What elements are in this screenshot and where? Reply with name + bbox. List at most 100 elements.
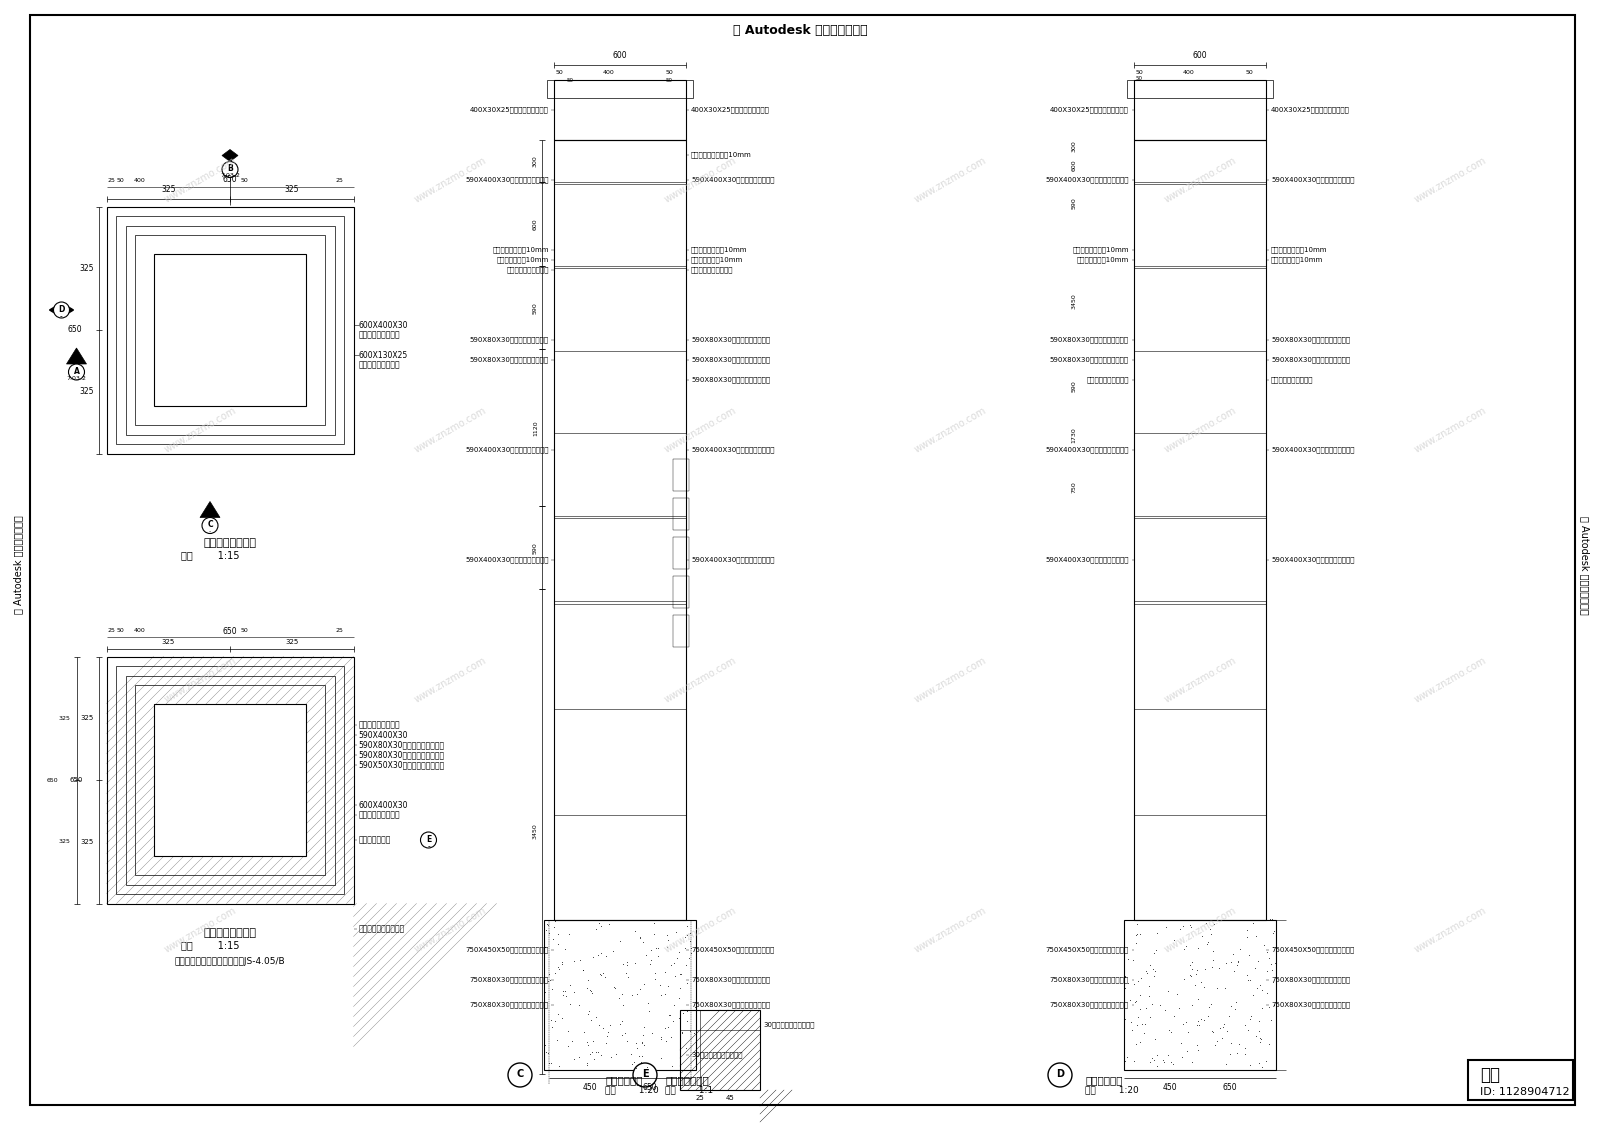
Text: www.znzmo.com: www.znzmo.com [1162, 655, 1238, 705]
Polygon shape [200, 502, 221, 518]
Polygon shape [67, 348, 86, 364]
Polygon shape [64, 304, 74, 316]
Text: 590X400X30锈石黄花岗石荔枝面: 590X400X30锈石黄花岗石荔枝面 [691, 557, 774, 563]
Text: www.znzmo.com: www.znzmo.com [162, 655, 238, 705]
Text: E: E [426, 834, 430, 843]
Circle shape [1048, 1063, 1072, 1087]
Text: 深灰色勾缝剂勾缝10mm: 深灰色勾缝剂勾缝10mm [1072, 246, 1130, 253]
Text: 25: 25 [107, 627, 115, 633]
Text: 400: 400 [603, 70, 614, 75]
Text: 由 Autodesk 教育版产品制作: 由 Autodesk 教育版产品制作 [1581, 515, 1590, 615]
Text: 50: 50 [117, 177, 125, 183]
Text: 590X80X30锈石黄花岗石荔枝面: 590X80X30锈石黄花岗石荔枝面 [358, 740, 445, 749]
Text: 650: 650 [222, 627, 237, 636]
Polygon shape [222, 149, 238, 162]
Text: 325: 325 [59, 840, 70, 844]
Text: www.znzmo.com: www.znzmo.com [162, 905, 238, 955]
Text: 缝宽深度不小于10mm: 缝宽深度不小于10mm [691, 257, 744, 263]
Text: www.znzmo.com: www.znzmo.com [413, 905, 488, 955]
Text: 590X80X30锈石黄花岗石荔枝面: 590X80X30锈石黄花岗石荔枝面 [691, 337, 770, 344]
Text: 由 Autodesk 教育版产品制作: 由 Autodesk 教育版产品制作 [733, 24, 867, 36]
Text: 50: 50 [1246, 70, 1253, 75]
Text: 比例        1:20: 比例 1:20 [605, 1086, 659, 1095]
Text: www.znzmo.com: www.znzmo.com [912, 655, 987, 705]
Text: 25: 25 [107, 177, 115, 183]
Text: 325: 325 [162, 640, 174, 645]
Text: www.znzmo.com: www.znzmo.com [662, 655, 738, 705]
Text: 石材海棠角详图: 石材海棠角详图 [358, 835, 390, 844]
Text: 590: 590 [533, 302, 538, 314]
Bar [1123, 920, 1277, 1070]
Text: 650: 650 [1222, 1084, 1237, 1093]
Text: www.znzmo.com: www.znzmo.com [413, 406, 488, 454]
Text: 缝宽深度不小于10mm: 缝宽深度不小于10mm [1077, 257, 1130, 263]
Text: 比例        1:15: 比例 1:15 [181, 940, 240, 950]
Text: 750X80X30蒙古黑花岗石荔枝面: 750X80X30蒙古黑花岗石荔枝面 [691, 1001, 770, 1008]
Text: 成品灯具，由甲方选型: 成品灯具，由甲方选型 [1270, 376, 1314, 383]
Text: D: D [1056, 1069, 1064, 1079]
Text: 7.03.2: 7.03.2 [67, 375, 86, 381]
Text: 325: 325 [78, 263, 93, 272]
Text: 450: 450 [582, 1084, 597, 1093]
Text: 590X80X30锈石黄花岗石荔枝面: 590X80X30锈石黄花岗石荔枝面 [691, 357, 770, 364]
Text: www.znzmo.com: www.znzmo.com [162, 655, 238, 705]
Text: 50: 50 [566, 78, 574, 82]
Text: www.znzmo.com: www.znzmo.com [912, 905, 987, 955]
Text: 590: 590 [1072, 197, 1077, 209]
Text: 750: 750 [1072, 481, 1077, 493]
Bar [125, 226, 334, 435]
Text: 成品灯具，由甲方选型: 成品灯具，由甲方选型 [691, 267, 733, 273]
Bar [554, 80, 686, 140]
Text: www.znzmo.com: www.znzmo.com [912, 406, 987, 454]
Text: 1730: 1730 [1072, 427, 1077, 443]
Text: C: C [206, 520, 213, 529]
Bar [1134, 140, 1266, 920]
Text: 锈石黄花岗石荔枝面: 锈石黄花岗石荔枝面 [358, 330, 400, 339]
Text: 400: 400 [134, 177, 146, 183]
Circle shape [53, 302, 69, 318]
Text: 25: 25 [696, 1095, 704, 1101]
Text: 由 Autodesk 教育版产品制作: 由 Autodesk 教育版产品制作 [13, 515, 22, 615]
Text: 590: 590 [533, 542, 538, 554]
Text: www.znzmo.com: www.znzmo.com [162, 406, 238, 454]
Text: 400X30X25锈石黄花岗石荔枝面: 400X30X25锈石黄花岗石荔枝面 [1270, 106, 1350, 113]
Text: 590X400X30锈石黄花岗石荔枝面: 590X400X30锈石黄花岗石荔枝面 [1045, 557, 1130, 563]
Text: www.znzmo.com: www.znzmo.com [662, 406, 738, 454]
Text: www.znzmo.com: www.znzmo.com [912, 406, 987, 454]
Text: 750X80X30蒙古黑花岗石荔枝面: 750X80X30蒙古黑花岗石荔枝面 [691, 976, 770, 983]
Text: -: - [61, 313, 62, 322]
Text: www.znzmo.com: www.znzmo.com [912, 155, 987, 205]
Text: 50: 50 [666, 78, 674, 82]
Text: www.znzmo.com: www.znzmo.com [912, 655, 987, 705]
Text: 柱墩正立面图: 柱墩正立面图 [605, 1075, 643, 1085]
Text: www.znzmo.com: www.znzmo.com [1162, 905, 1238, 955]
Text: 比例        1:20: 比例 1:20 [1085, 1086, 1139, 1095]
Bar [547, 80, 693, 98]
Text: 比例        1:1: 比例 1:1 [666, 1086, 714, 1095]
Text: 590X80X30锈石黄花岗石荔枝面: 590X80X30锈石黄花岗石荔枝面 [691, 376, 770, 383]
Circle shape [634, 1063, 658, 1087]
Text: 深灰色勾缝剂勾缝10mm: 深灰色勾缝剂勾缝10mm [1270, 246, 1328, 253]
Text: 750X450X50蒙古黑花岗石荔枝面: 750X450X50蒙古黑花岗石荔枝面 [1046, 947, 1130, 954]
Text: 比例        1:15: 比例 1:15 [181, 550, 240, 560]
Text: 3450: 3450 [1072, 293, 1077, 308]
Bar [154, 704, 306, 857]
Text: 400X30X25锈石黄花岗石荔枝面: 400X30X25锈石黄花岗石荔枝面 [1050, 106, 1130, 113]
Text: 590X80X30锈石黄花岗石荔枝面: 590X80X30锈石黄花岗石荔枝面 [1050, 337, 1130, 344]
Bar [672, 575, 688, 608]
Text: 750X80X30蒙古黑花岗石荔枝面: 750X80X30蒙古黑花岗石荔枝面 [1050, 976, 1130, 983]
Text: 50: 50 [117, 627, 125, 633]
Text: 300: 300 [1072, 140, 1077, 153]
Text: www.znzmo.com: www.znzmo.com [662, 905, 738, 955]
Text: www.znzmo.com: www.znzmo.com [662, 155, 738, 205]
Text: 深灰色水泥砂浆勾缝10mm: 深灰色水泥砂浆勾缝10mm [691, 151, 752, 158]
Bar [544, 920, 696, 1070]
Bar [115, 666, 344, 894]
Text: 750X450X50蒙古黑花岗石荔枝面: 750X450X50蒙古黑花岗石荔枝面 [1270, 947, 1354, 954]
Text: 590X400X30: 590X400X30 [358, 730, 408, 739]
Text: www.znzmo.com: www.znzmo.com [1413, 406, 1488, 454]
Text: www.znzmo.com: www.znzmo.com [1413, 655, 1488, 705]
Text: -: - [210, 529, 211, 534]
Text: www.znzmo.com: www.znzmo.com [662, 905, 738, 955]
Text: 590X400X30锈石黄花岗石荔枝面: 590X400X30锈石黄花岗石荔枝面 [1270, 557, 1355, 563]
